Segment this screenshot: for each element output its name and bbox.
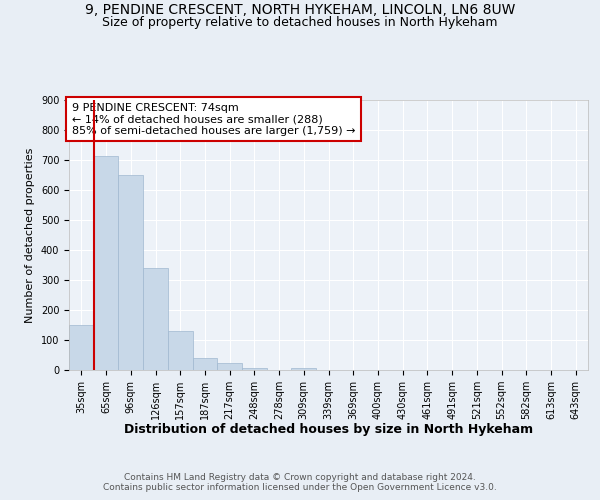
- Bar: [193, 358, 217, 370]
- Text: Contains HM Land Registry data © Crown copyright and database right 2024.
Contai: Contains HM Land Registry data © Crown c…: [103, 472, 497, 492]
- Bar: [118, 175, 143, 370]
- Bar: [69, 325, 94, 370]
- Text: 9 PENDINE CRESCENT: 74sqm
← 14% of detached houses are smaller (288)
85% of semi: 9 PENDINE CRESCENT: 74sqm ← 14% of detac…: [71, 102, 355, 136]
- Y-axis label: Number of detached properties: Number of detached properties: [25, 148, 35, 322]
- Text: Distribution of detached houses by size in North Hykeham: Distribution of detached houses by size …: [124, 422, 533, 436]
- Bar: [217, 362, 242, 370]
- Text: 9, PENDINE CRESCENT, NORTH HYKEHAM, LINCOLN, LN6 8UW: 9, PENDINE CRESCENT, NORTH HYKEHAM, LINC…: [85, 2, 515, 16]
- Bar: [242, 368, 267, 370]
- Bar: [94, 156, 118, 370]
- Text: Size of property relative to detached houses in North Hykeham: Size of property relative to detached ho…: [102, 16, 498, 29]
- Bar: [168, 331, 193, 370]
- Bar: [292, 368, 316, 370]
- Bar: [143, 268, 168, 370]
